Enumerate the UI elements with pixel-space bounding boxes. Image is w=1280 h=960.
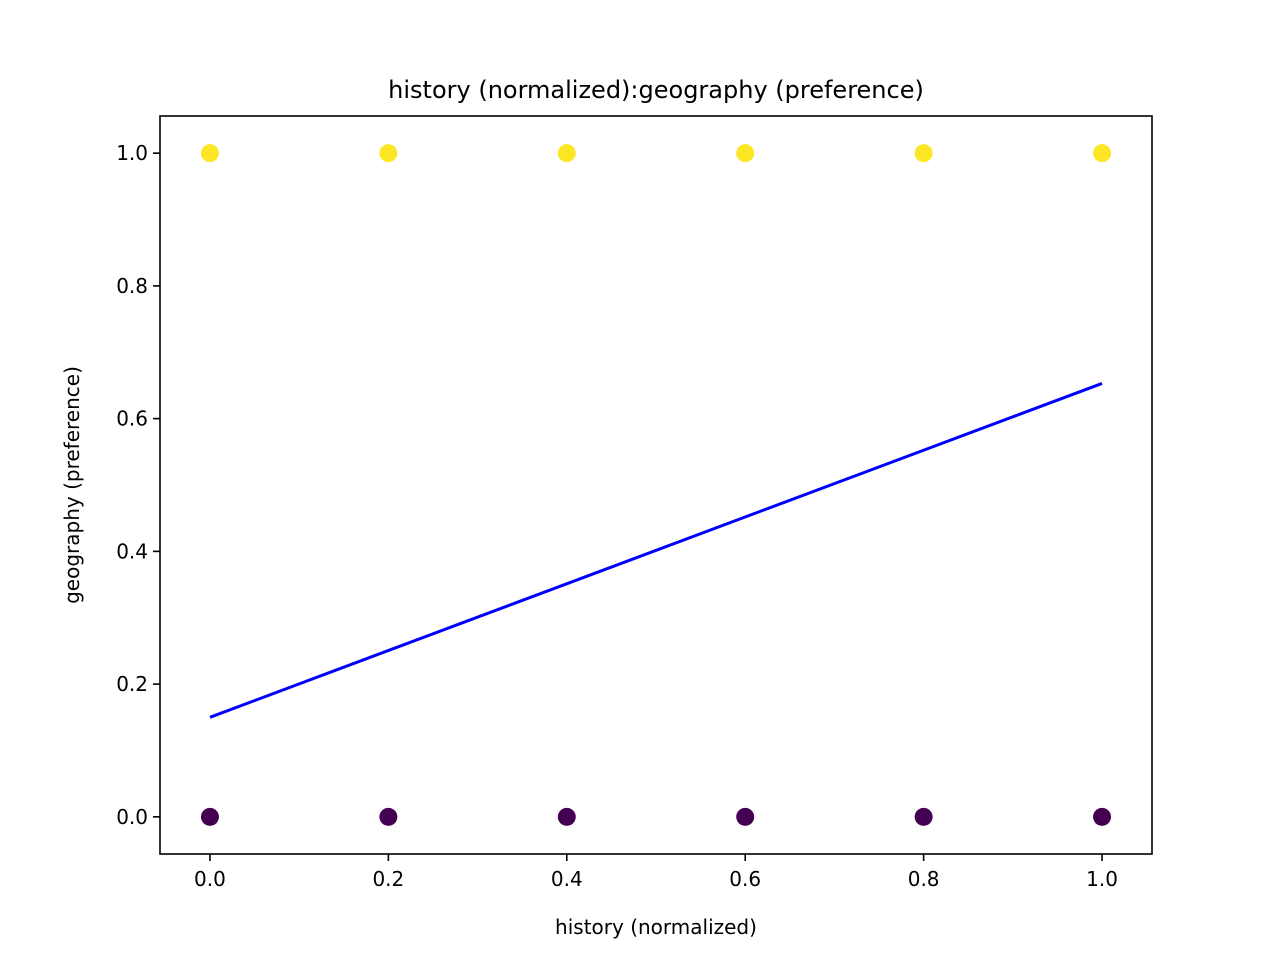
data-point <box>914 807 933 826</box>
data-point <box>557 807 576 826</box>
fit-line <box>209 382 1103 719</box>
y-axis-title: geography (preference) <box>60 366 84 604</box>
x-tick-label: 0.0 <box>194 867 226 891</box>
chart-title: history (normalized):geography (preferen… <box>388 76 924 104</box>
x-tick-label: 0.4 <box>551 867 583 891</box>
x-axis: 0.0 0.2 0.4 0.6 0.8 1.0 <box>194 854 1118 891</box>
data-point <box>736 807 755 826</box>
data-point <box>1093 144 1112 163</box>
x-tick-label: 1.0 <box>1086 867 1118 891</box>
x-tick-label: 0.8 <box>908 867 940 891</box>
data-point <box>200 144 219 163</box>
data-point <box>1093 807 1112 826</box>
x-axis-title: history (normalized) <box>555 915 757 939</box>
data-point <box>736 144 755 163</box>
x-tick-label: 0.6 <box>729 867 761 891</box>
plot-area <box>200 144 1112 826</box>
y-tick-label: 1.0 <box>116 141 148 165</box>
axes-frame <box>159 115 1153 855</box>
y-axis: 0.0 0.2 0.4 0.6 0.8 1.0 <box>116 141 160 829</box>
data-point <box>557 144 576 163</box>
y-tick-label: 0.6 <box>116 407 148 431</box>
y-tick-label: 0.2 <box>116 672 148 696</box>
data-point <box>379 144 398 163</box>
data-point <box>379 807 398 826</box>
y-tick-label: 0.0 <box>116 805 148 829</box>
x-tick-label: 0.2 <box>372 867 404 891</box>
y-tick-label: 0.8 <box>116 274 148 298</box>
data-point <box>200 807 219 826</box>
y-tick-label: 0.4 <box>116 539 148 563</box>
data-point <box>914 144 933 163</box>
